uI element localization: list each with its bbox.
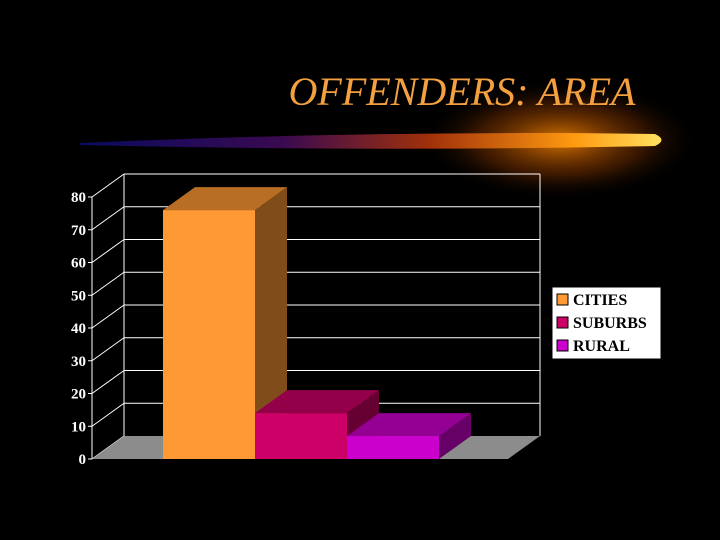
side-wall-gridline — [91, 402, 125, 427]
y-tick-label: 10 — [71, 419, 86, 435]
y-tick-label: 60 — [71, 256, 86, 272]
legend-entry-label: SUBURBS — [573, 315, 647, 332]
bar-top-face — [163, 187, 287, 211]
side-wall-gridline — [91, 206, 125, 231]
bar-series — [163, 187, 471, 459]
bar-rural — [347, 413, 471, 459]
y-tick-label: 70 — [71, 223, 86, 239]
bar-front-face — [255, 413, 347, 459]
title-swoosh-decoration — [80, 80, 700, 200]
side-wall-gridline — [91, 337, 125, 362]
side-wall-gridline — [91, 173, 125, 198]
legend-swatch — [556, 316, 569, 329]
side-wall-gridline — [91, 304, 125, 329]
legend: CITIES SUBURBS RURAL — [551, 286, 662, 360]
bar-front-face — [163, 210, 255, 459]
y-tick-label: 0 — [79, 452, 87, 468]
side-wall-gridline — [91, 370, 125, 394]
bar-top-face — [347, 413, 471, 437]
bar-cities — [163, 187, 287, 459]
side-wall-gridline — [91, 239, 125, 263]
side-wall-gridline — [91, 271, 125, 296]
legend-swatch — [556, 339, 569, 352]
y-tick-label: 80 — [71, 190, 86, 206]
bar-top-face — [255, 390, 379, 414]
bar-side-face — [255, 187, 287, 459]
y-axis-ticks: 0 10 20 30 40 50 60 70 80 — [71, 190, 92, 468]
legend-entry-label: CITIES — [573, 292, 627, 309]
bar-chart: 0 10 20 30 40 50 60 70 80 — [71, 173, 541, 468]
legend-entry-label: RURAL — [573, 338, 630, 355]
bar-front-face — [347, 436, 439, 459]
slide-title: OFFENDERS: AREA — [289, 69, 637, 114]
y-tick-label: 40 — [71, 321, 86, 337]
y-tick-label: 30 — [71, 354, 86, 370]
swoosh-band — [80, 133, 662, 149]
y-tick-label: 20 — [71, 387, 86, 403]
bar-side-face — [439, 413, 471, 459]
y-tick-label: 50 — [71, 288, 86, 304]
legend-swatch — [556, 293, 569, 306]
legend-box — [551, 286, 662, 360]
